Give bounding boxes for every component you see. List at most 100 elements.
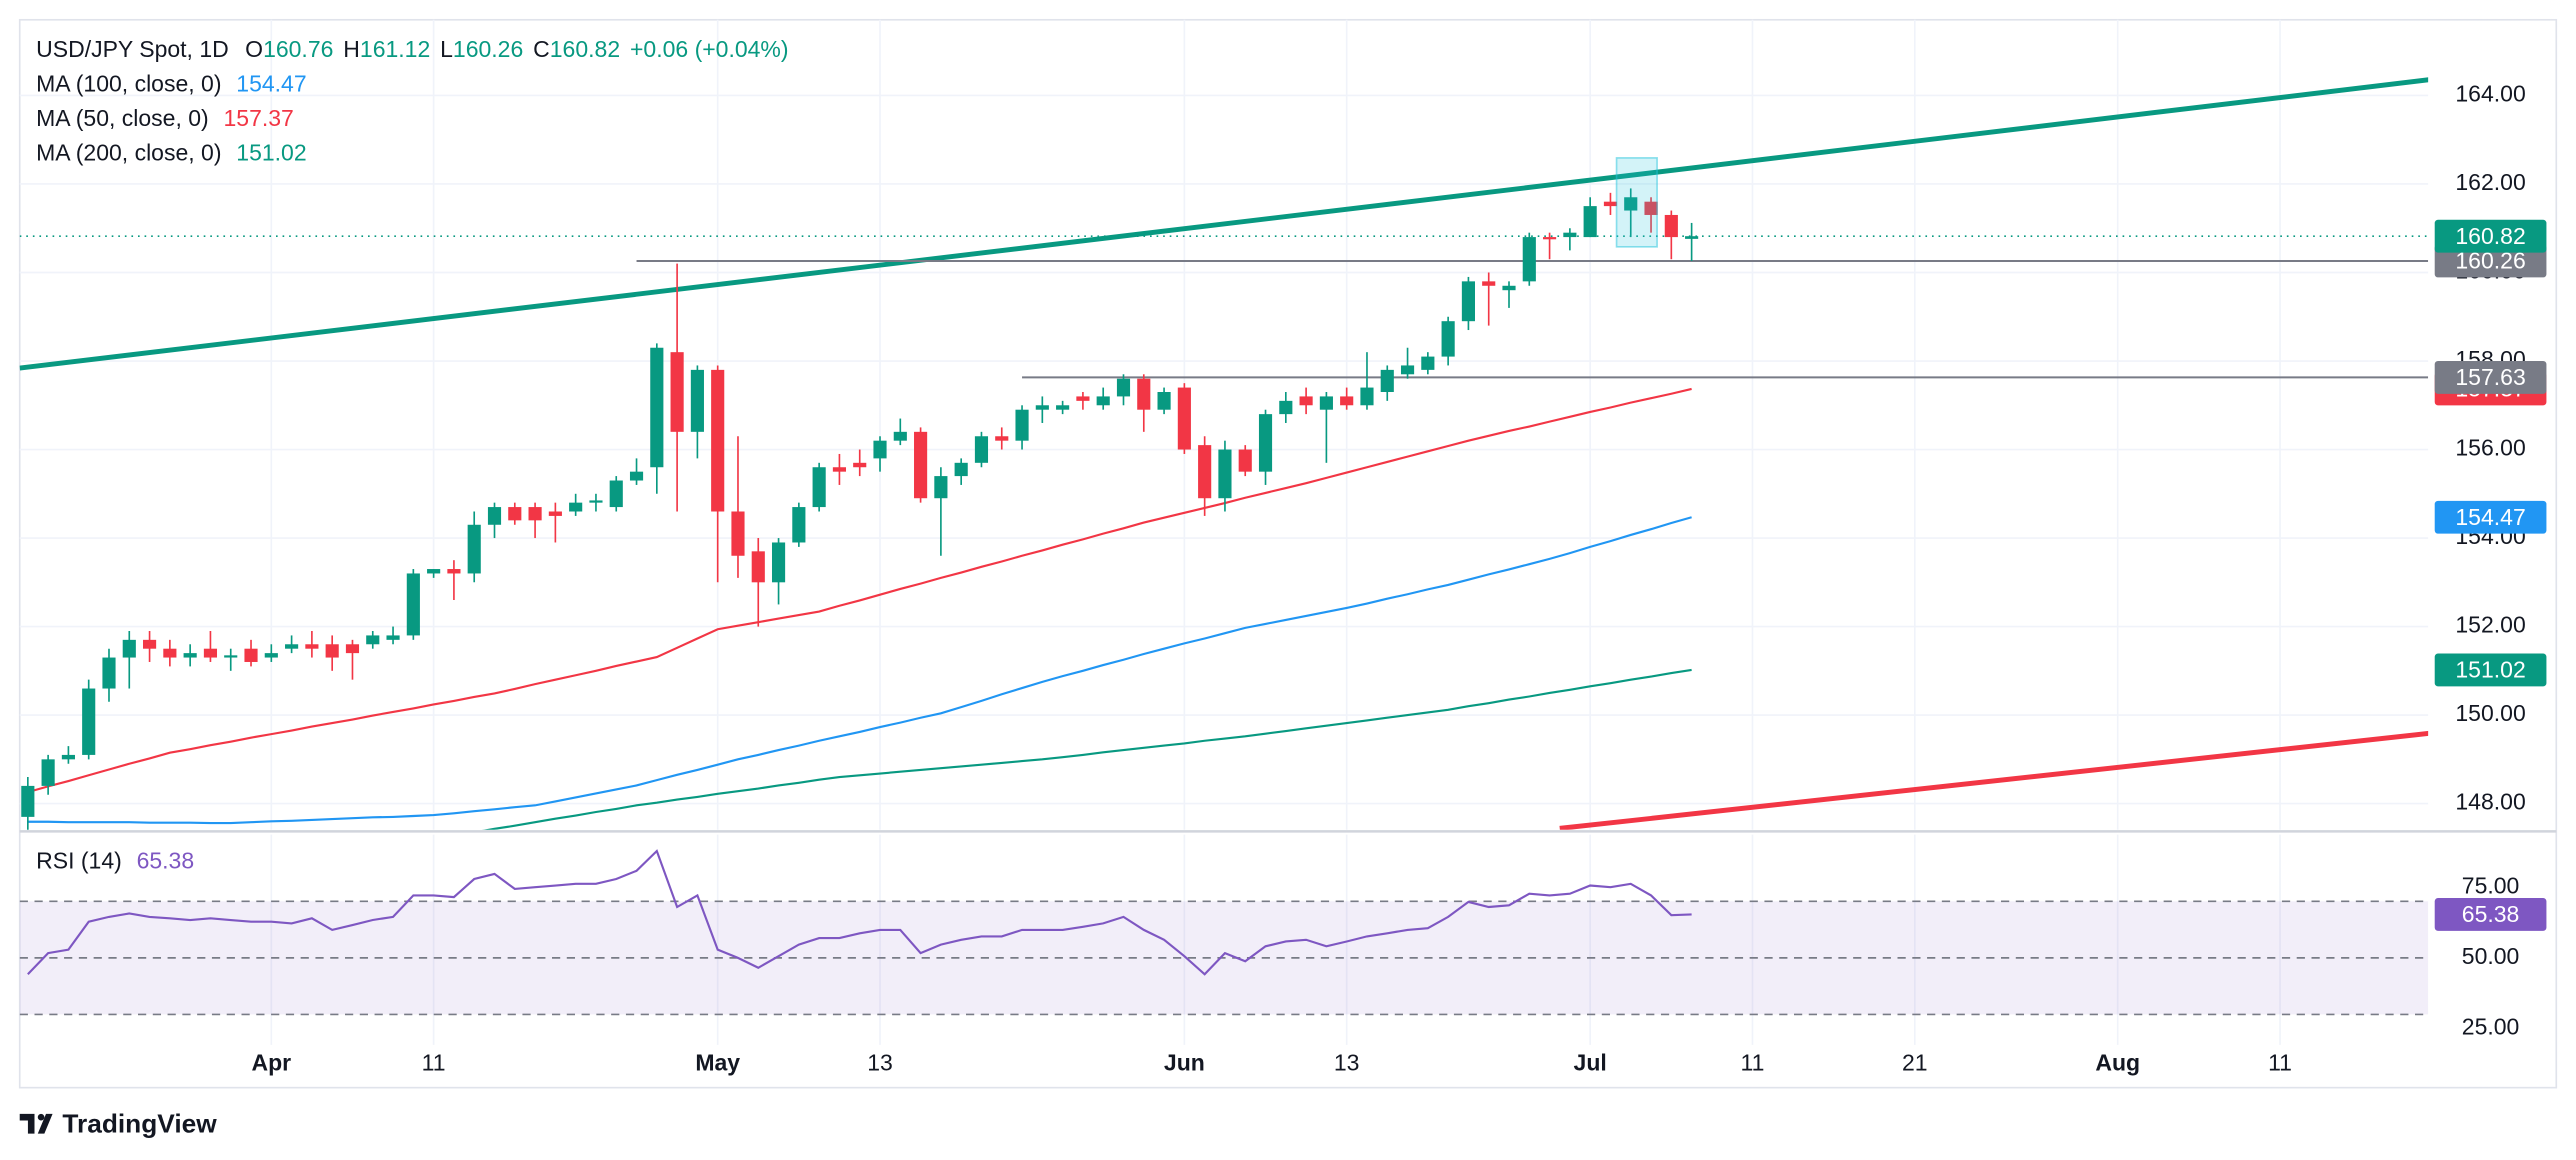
y-tick-label: 152.00 [2455,612,2525,638]
x-tick-label: Jun [1164,1050,1205,1076]
x-tick-label: 13 [1334,1050,1360,1076]
candle-body [203,648,218,658]
y-tick-label: 156.00 [2455,435,2525,461]
candle-body [1218,449,1232,499]
candle-body [995,436,1009,441]
ohlc-letter: O [245,36,263,62]
candle-body [406,573,420,636]
indicator-name: MA (50, close, 0) [36,105,209,131]
candle-body [122,639,136,658]
current-price-badge [2434,219,2547,253]
candle-body [589,500,603,503]
change-value: +0.06 (+0.04%) [630,36,789,62]
candle-body [1258,414,1273,472]
ohlc-value: 161.12 [360,36,430,62]
candle-body [1644,201,1658,215]
candle-body [41,759,55,786]
indicator-legend: MA (200, close, 0) 151.02 [36,140,307,166]
x-tick-label: 13 [867,1050,893,1076]
candle-body [1319,396,1333,410]
moving-average-line [27,516,1692,825]
moving-average-line [483,668,1692,830]
candle-body [771,542,786,583]
rsi-legend: RSI (14) 65.38 [36,848,194,874]
candle-body [873,440,887,459]
candle-body [1441,321,1455,357]
rsi-pane [19,849,2429,1016]
ohlc-value: 160.82 [550,36,620,62]
indicator-value: 157.37 [224,105,294,131]
candle-body [102,657,116,689]
candle-body [244,648,258,662]
candle-body [893,431,907,441]
candle-body [609,480,623,508]
candle-body [1056,405,1070,410]
candle-body [1076,396,1090,401]
candle-body [914,431,928,499]
x-tick-label: 11 [2268,1050,2292,1076]
candle-body [82,688,96,755]
candle-body [548,511,562,516]
candle-body [792,507,806,543]
candle-body [1238,449,1252,472]
candle-body [934,476,948,499]
candle-body [1157,391,1171,410]
candle-body [224,655,238,658]
candle-body [447,569,461,574]
candle-body [812,467,826,508]
candle-body [853,462,867,468]
candle-body [1116,378,1131,397]
candle-body [629,471,644,481]
ohlc-letter: H [343,36,360,62]
candle-body [1502,285,1516,291]
rsi-line [27,849,1692,976]
candle-body [569,502,583,512]
symbol-legend: USD/JPY Spot, 1D O160.76 H161.12 L160.26 C16… [36,36,788,62]
ohlc-value: 160.26 [453,36,523,62]
rsi-value-badge-label: 65.38 [2462,901,2520,927]
price-pane [19,77,2429,830]
symbol-title: USD/JPY Spot, 1D [36,36,229,62]
candle-body [751,551,765,583]
candle-body [650,347,664,468]
candle-body [1035,405,1049,410]
candle-body [285,644,299,649]
candle-body [427,569,441,574]
trendline [19,77,2429,371]
candle-body [1279,400,1293,415]
y-tick-label: 150.00 [2455,700,2525,726]
x-tick-label: 21 [1902,1050,1928,1076]
candle-body [1299,396,1313,406]
indicator-value: 154.47 [236,71,306,97]
indicator-value: 151.02 [236,140,306,166]
rsi-value-badge [2434,897,2547,931]
indicator-name: MA (200, close, 0) [36,140,221,166]
candle-body [1015,409,1029,441]
candle-body [954,462,968,477]
x-tick-label: Apr [251,1050,291,1076]
x-tick-label: Jul [1574,1050,1607,1076]
level-price-badge [2434,244,2547,278]
ma-price-badge-label: 151.02 [2455,657,2525,683]
candle-body [305,644,319,649]
ohlc-letter: C [533,36,550,62]
y-tick-label: 25.00 [2462,1014,2520,1040]
candle-body [487,507,502,525]
candle-body [366,635,380,645]
moving-average-line [27,387,1692,794]
candle-body [264,653,278,658]
indicator-legend: MA (50, close, 0) 157.37 [36,105,294,131]
candle-body [1198,445,1212,499]
brand-logo [19,1113,53,1134]
brand-name: TradingView [62,1108,217,1138]
level-price-badge [2434,360,2547,394]
candle-body [1421,356,1435,370]
candle-body [345,644,360,654]
candle-body [142,639,157,649]
candle-body [711,369,725,512]
indicator-name: MA (100, close, 0) [36,71,221,97]
ohlc-letter: L [440,36,453,62]
x-tick-label: Aug [2095,1050,2140,1076]
